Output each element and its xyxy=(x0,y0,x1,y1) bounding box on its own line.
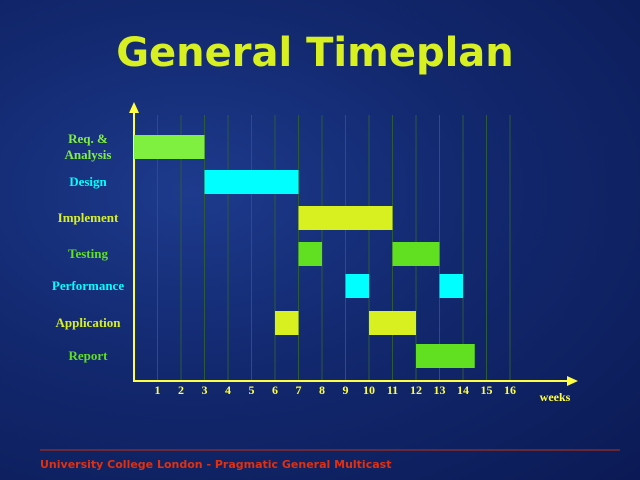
x-tick-label: 5 xyxy=(249,383,255,397)
x-tick-label: 6 xyxy=(272,383,278,397)
task-label: Performance xyxy=(51,278,125,293)
bar xyxy=(416,344,475,368)
footer: University College London - Pragmatic Ge… xyxy=(40,458,391,471)
x-tick-label: 2 xyxy=(178,383,184,397)
bar xyxy=(204,170,299,194)
x-tick-label: 4 xyxy=(225,383,231,397)
x-tick-label: 1 xyxy=(155,383,161,397)
bar xyxy=(392,242,440,266)
x-tick-label: 12 xyxy=(410,383,422,397)
x-tick-label: 14 xyxy=(457,383,469,397)
x-axis-label: weeks xyxy=(540,390,571,404)
y-arrow xyxy=(129,102,139,113)
task-label: Report xyxy=(68,348,108,363)
bar xyxy=(345,274,369,298)
chart-title: General Timeplan xyxy=(116,30,514,76)
bar xyxy=(134,135,205,159)
task-label: Testing xyxy=(68,246,108,261)
x-tick-label: 9 xyxy=(343,383,349,397)
bar xyxy=(369,311,416,335)
x-tick-label: 15 xyxy=(481,383,493,397)
task-label: Implement xyxy=(57,210,119,225)
grid xyxy=(157,115,511,381)
task-label: Req. & Analysis xyxy=(64,131,112,162)
task-label: Design xyxy=(69,174,107,189)
x-tick-label: 11 xyxy=(387,383,398,397)
task-label: Application xyxy=(55,315,121,330)
x-tick-label: 8 xyxy=(319,383,325,397)
bar xyxy=(298,242,322,266)
x-arrow xyxy=(567,376,578,386)
x-tick-label: 3 xyxy=(202,383,208,397)
bar xyxy=(275,311,299,335)
x-tick-label: 13 xyxy=(434,383,446,397)
bar xyxy=(439,274,463,298)
bar xyxy=(298,206,393,230)
x-tick-label: 7 xyxy=(296,383,302,397)
x-tick-label: 10 xyxy=(363,383,375,397)
x-tick-label: 16 xyxy=(504,383,516,397)
